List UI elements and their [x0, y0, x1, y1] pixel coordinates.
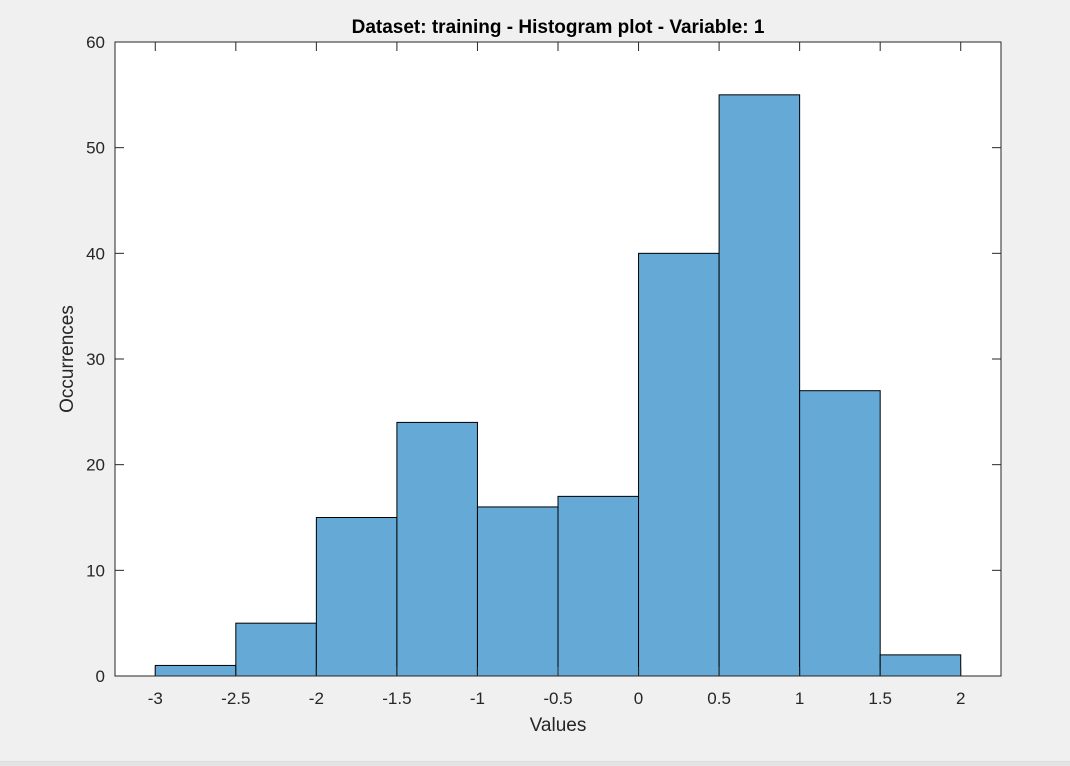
histogram-bar [638, 252, 720, 677]
x-tick-label: -2.5 [221, 689, 250, 708]
histogram-bar [718, 94, 801, 677]
window-bottom-bar [0, 761, 1070, 766]
chart-title: Dataset: training - Histogram plot - Var… [352, 17, 765, 38]
x-tick-label: -1 [470, 689, 485, 708]
x-tick-label: -2 [309, 689, 324, 708]
histogram-bar [799, 390, 881, 677]
histogram-bar [396, 421, 478, 677]
y-tick-label: 40 [86, 244, 105, 263]
x-axis-ticks: -3 -2.5 -2 -1.5 -1 -0.5 0 0.5 1 1.5 2 [148, 42, 965, 708]
y-tick-label: 10 [86, 561, 105, 580]
y-tick-label: 30 [86, 350, 105, 369]
y-tick-label: 20 [86, 456, 105, 475]
histogram-bar [557, 495, 640, 677]
bars-group [154, 94, 962, 677]
x-tick-label: -0.5 [543, 689, 572, 708]
x-tick-label: 1 [795, 689, 804, 708]
x-axis-label: Values [530, 715, 587, 736]
y-tick-label: 50 [86, 139, 105, 158]
x-tick-label: 2 [956, 689, 965, 708]
x-tick-label: 1.5 [868, 689, 892, 708]
x-tick-label: 0.5 [707, 689, 731, 708]
x-tick-label: -1.5 [382, 689, 411, 708]
y-tick-label: 60 [86, 33, 105, 52]
x-tick-label: 0 [634, 689, 643, 708]
histogram-bar [235, 622, 317, 677]
x-tick-label: -3 [148, 689, 163, 708]
histogram-bar [154, 664, 237, 677]
y-tick-label: 0 [96, 667, 105, 686]
histogram-bar [879, 654, 962, 677]
histogram-bar [315, 517, 398, 677]
y-axis-ticks: 0 10 20 30 40 50 60 [86, 33, 1001, 686]
y-axis-label: Occurrences [57, 305, 78, 413]
histogram-bar [476, 506, 559, 677]
